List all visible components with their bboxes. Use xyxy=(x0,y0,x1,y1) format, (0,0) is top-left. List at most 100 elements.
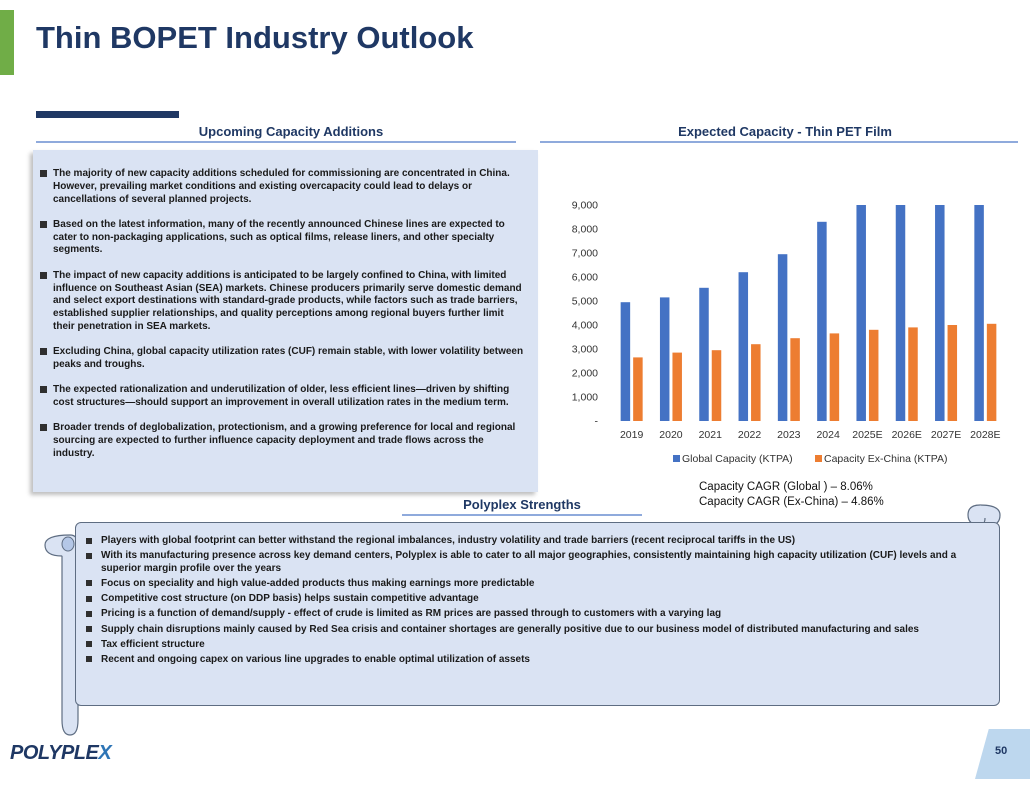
capacity-additions-list: The majority of new capacity additions s… xyxy=(33,150,538,461)
x-tick-label: 2019 xyxy=(620,429,644,441)
y-tick-label: 2,000 xyxy=(572,368,598,380)
list-item: Excluding China, global capacity utiliza… xyxy=(40,346,524,372)
cagr-global: Capacity CAGR (Global ) – 8.06% xyxy=(699,481,873,493)
square-bullet-icon xyxy=(86,580,92,587)
y-tick-label: - xyxy=(595,416,599,428)
left-heading-underline xyxy=(36,141,516,143)
capacity-additions-panel: The majority of new capacity additions s… xyxy=(33,150,538,492)
list-item-text: With its manufacturing presence across k… xyxy=(101,550,957,574)
polyplex-logo: POLYPLEX xyxy=(10,742,112,765)
bar-global xyxy=(777,254,788,421)
y-tick-label: 8,000 xyxy=(572,224,598,236)
list-item: The expected rationalization and underut… xyxy=(40,384,524,410)
list-item: Competitive cost structure (on DDP basis… xyxy=(86,593,966,606)
square-bullet-icon xyxy=(86,552,92,559)
bar-global xyxy=(817,221,827,421)
logo-x: X xyxy=(98,742,112,764)
bar-global xyxy=(895,205,906,421)
bar-ex-china xyxy=(947,325,958,421)
list-item: Focus on speciality and high value-added… xyxy=(86,578,966,591)
square-bullet-icon xyxy=(86,595,92,602)
page-title: Thin BOPET Industry Outlook xyxy=(36,20,474,55)
bar-ex-china xyxy=(868,329,879,421)
list-item-text: Supply chain disruptions mainly caused b… xyxy=(101,623,919,635)
y-tick-label: 1,000 xyxy=(572,392,598,404)
square-bullet-icon xyxy=(86,626,92,633)
legend-swatch xyxy=(815,455,822,462)
bar-ex-china xyxy=(633,357,643,421)
square-bullet-icon xyxy=(86,610,92,617)
x-tick-label: 2027E xyxy=(931,429,961,441)
x-tick-label: 2025E xyxy=(852,429,882,441)
scroll-left-curl-inner xyxy=(61,536,75,552)
y-tick-label: 7,000 xyxy=(572,248,598,260)
x-tick-label: 2022 xyxy=(738,429,762,441)
bar-global xyxy=(738,272,749,421)
list-item-text: Recent and ongoing capex on various line… xyxy=(101,653,530,665)
scroll-left-roll xyxy=(61,537,79,736)
bar-ex-china xyxy=(829,333,840,421)
y-tick-label: 3,000 xyxy=(572,344,598,356)
bar-global xyxy=(974,205,984,421)
list-item-text: Players with global footprint can better… xyxy=(101,535,796,546)
list-item: Supply chain disruptions mainly caused b… xyxy=(86,624,966,637)
list-item-text: Focus on speciality and high value-added… xyxy=(101,577,535,589)
bar-global xyxy=(935,205,945,421)
list-item-text: The impact of new capacity additions is … xyxy=(53,269,522,332)
logo-text: POLYPLE xyxy=(10,742,99,764)
square-bullet-icon xyxy=(86,656,92,663)
capacity-chart: - 1,000 2,000 3,000 4,000 5,000 6,000 7,000 8,00… xyxy=(560,190,1010,480)
list-item-text: Tax efficient structure xyxy=(101,638,205,650)
chart-heading-underline xyxy=(540,141,1018,143)
list-item-text: Based on the latest information, many of… xyxy=(53,218,505,256)
list-item: Pricing is a function of demand/supply -… xyxy=(86,608,966,621)
list-item: The impact of new capacity additions is … xyxy=(40,269,524,334)
list-item: The majority of new capacity additions s… xyxy=(40,168,524,206)
y-tick-label: 5,000 xyxy=(572,296,598,308)
bar-ex-china xyxy=(790,338,800,421)
list-item: With its manufacturing presence across k… xyxy=(86,550,966,575)
bar-global xyxy=(659,297,670,421)
square-bullet-icon xyxy=(40,424,47,432)
strengths-panel xyxy=(75,522,1000,706)
square-bullet-icon xyxy=(86,537,92,544)
list-item: Recent and ongoing capex on various line… xyxy=(86,654,966,667)
x-tick-label: 2023 xyxy=(777,429,801,441)
strengths-list: Players with global footprint can better… xyxy=(86,535,966,669)
bar-global xyxy=(620,302,631,421)
legend-label: Capacity Ex-China (KTPA) xyxy=(824,453,948,465)
cagr-ex-china: Capacity CAGR (Ex-China) – 4.86% xyxy=(699,495,884,508)
list-item-text: The expected rationalization and underut… xyxy=(53,384,510,409)
x-tick-label: 2024 xyxy=(816,429,840,441)
left-section-heading: Upcoming Capacity Additions xyxy=(198,124,384,139)
list-item: Based on the latest information, many of… xyxy=(40,218,524,257)
legend-swatch xyxy=(673,455,680,462)
bar-ex-china xyxy=(711,350,722,421)
bar-global xyxy=(699,287,709,421)
strengths-heading: Polyplex Strengths xyxy=(463,497,581,512)
list-item-text: The majority of new capacity additions s… xyxy=(53,168,510,205)
list-item: Players with global footprint can better… xyxy=(86,535,966,548)
square-bullet-icon xyxy=(86,641,92,648)
square-bullet-icon xyxy=(40,271,47,279)
x-tick-label: 2020 xyxy=(659,429,683,441)
x-tick-label: 2026E xyxy=(892,429,922,441)
y-tick-label: 6,000 xyxy=(572,272,598,284)
list-item-text: Broader trends of deglobalization, prote… xyxy=(53,422,516,460)
cagr-block: Capacity CAGR (Global ) – 8.06% Capacity… xyxy=(699,480,884,509)
square-bullet-icon xyxy=(40,170,47,177)
x-tick-label: 2028E xyxy=(970,429,1000,441)
square-bullet-icon xyxy=(40,220,47,228)
bar-ex-china xyxy=(672,352,682,421)
bar-global xyxy=(856,205,866,421)
legend-label: Global Capacity (KTPA) xyxy=(682,453,793,465)
bar-ex-china xyxy=(751,344,761,421)
page-number: 50 xyxy=(995,745,1008,757)
list-item: Broader trends of deglobalization, prote… xyxy=(40,422,524,460)
list-item: Tax efficient structure xyxy=(86,639,966,652)
y-tick-label: 4,000 xyxy=(572,320,598,332)
list-item-text: Excluding China, global capacity utiliza… xyxy=(53,346,524,371)
y-tick-label: 9,000 xyxy=(572,200,598,212)
list-item-text: Competitive cost structure (on DDP basis… xyxy=(101,593,479,605)
